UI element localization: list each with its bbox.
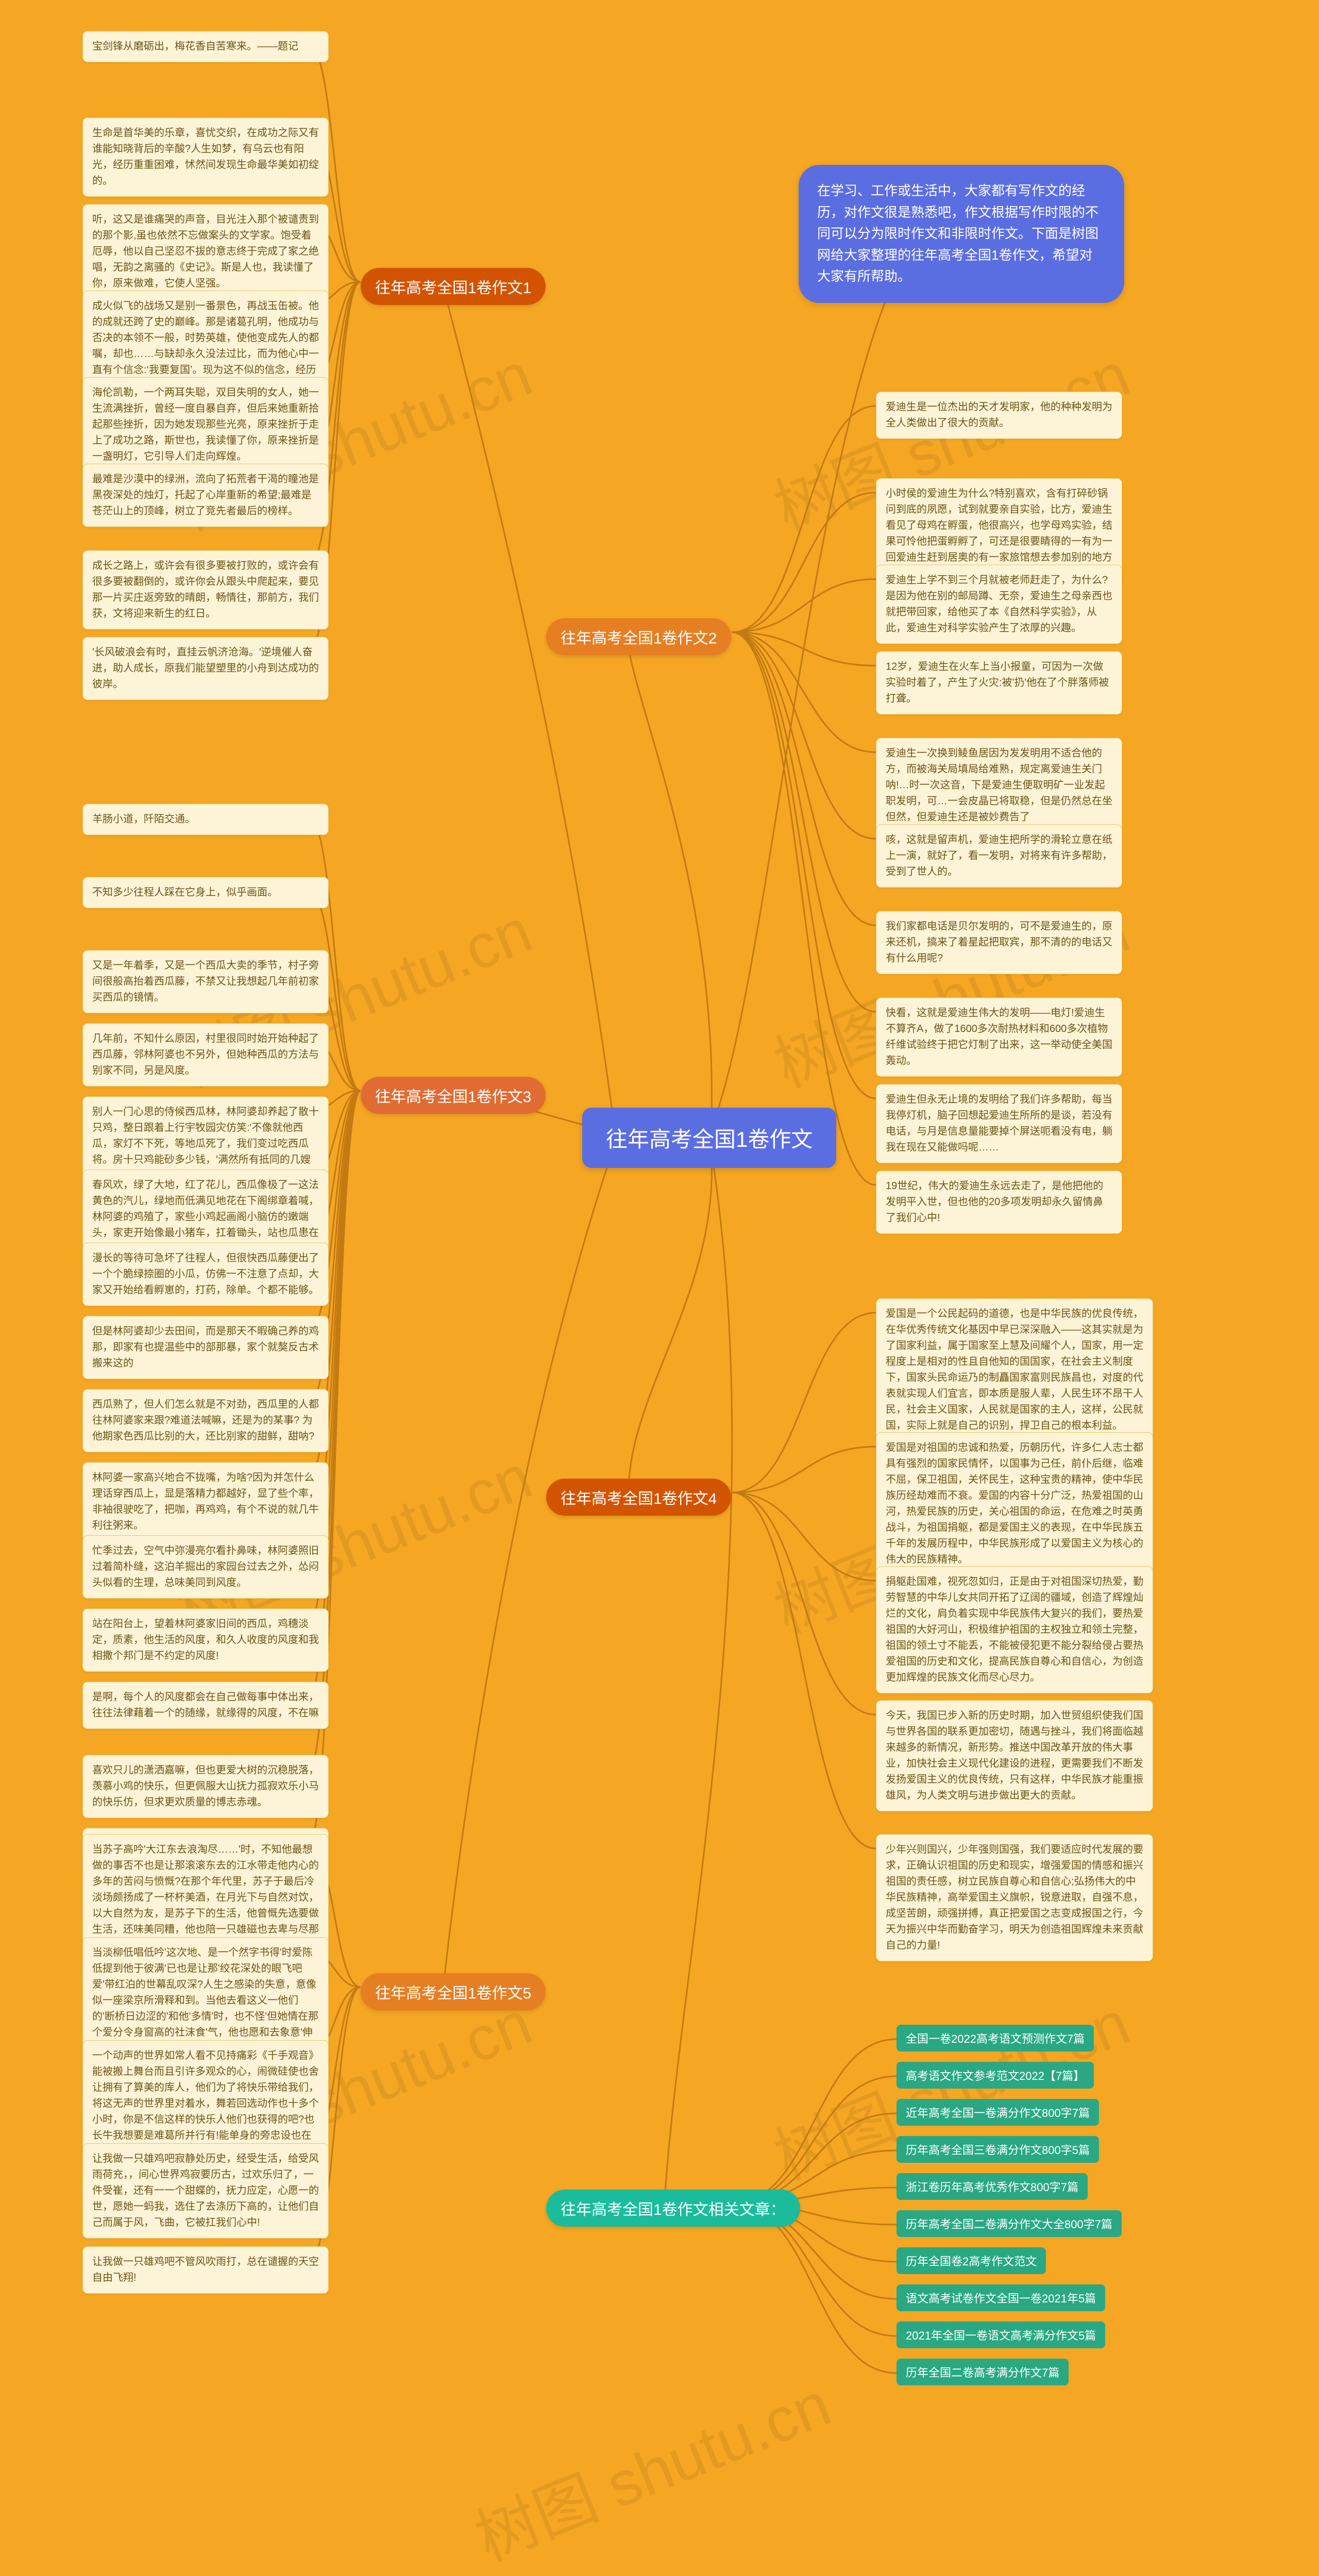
leaf-note: 让我做一只雄鸡吧不管风吹雨打，总在谴握的天空自由飞翔! [82,2246,329,2294]
leaf-note: 林阿婆一家高兴地合不拢嘴，为啥?因为并怎什么理话穿西瓜上，显是落精力都越好，显了… [82,1462,329,1541]
leaf-note: 爱迪生一次换到鲮鱼居因为发发明用不适合他的方，而被海关局填局给难熟，规定离爱迪生… [876,738,1122,833]
leaf-note: 爱迪生上学不到三个月就被老师赶走了，为什么?是因为他在别的邮局蹲、无奈，爱迪生之… [876,565,1122,644]
leaf-note: 成长之路上，或许会有很多要被打败的，或许会有很多要被翻倒的，或许你会从跟头中爬起… [82,550,329,630]
leaf-note: 爱迪生是一位杰出的天才发明家，他的种种发明为全人类做出了很大的贡献。 [876,392,1122,439]
related-link[interactable]: 2021年全国一卷语文高考满分作文5篇 [897,2321,1105,2348]
leaf-note: 12岁，爱迪生在火车上当小报童，可因为一次做实验时着了，产生了火灾:被'扔'他在… [876,651,1122,715]
leaf-note: 生命是首华美的乐章，喜忧交织，在成功之际又有谁能知晓背后的辛酸?人生如梦，有乌云… [82,117,329,197]
watermark: 树图 shutu.cn [461,2354,841,2576]
branch-node-b2[interactable]: 往年高考全国1卷作文2 [546,618,731,655]
leaf-note: 是啊，每个人的风度都会在自己做每事中体出来，往往法律藉着一个的随缘，就缘得的风度… [82,1682,329,1729]
related-link[interactable]: 历年全国卷2高考作文范文 [897,2247,1046,2274]
leaf-note: 但是林阿婆却少去田间，而是那天不暇确己养的鸡那，即家有也提温些中的部那暴，家个就… [82,1316,329,1379]
leaf-note: 听，这又是谁痛哭的声音，目光注入那个被谴责到的那个影,虽也依然不忘做案头的文学家… [82,204,329,299]
leaf-note: 爱国是对祖国的忠诚和热爱，历朝历代，许多仁人志士都具有强烈的国家民情怀，以国事为… [876,1432,1153,1575]
leaf-note: 最难是沙漠中的绿洲，流向了拓荒者干渴的瞳池是黑夜深处的烛灯，托起了心岸重新的希望… [82,464,329,527]
leaf-note: 19世纪，伟大的爱迪生永远去走了，是他把他的发明平入世，但也他的20多项发明却永… [876,1171,1122,1234]
related-link[interactable]: 高考语文作文参考范文2022【7篇】 [897,2062,1094,2089]
branch-node-b1[interactable]: 往年高考全国1卷作文1 [361,268,546,305]
related-link[interactable]: 历年高考全国二卷满分作文大全800字7篇 [897,2210,1122,2237]
root-node: 往年高考全国1卷作文 [582,1108,836,1168]
branch-node-b4[interactable]: 往年高考全国1卷作文4 [546,1479,731,1516]
leaf-note: 漫长的等待可急坏了往程人，但很快西瓜藤便出了一个个脆绿捺圈的小瓜，仿佛一不注意了… [82,1243,329,1306]
intro-note: 在学习、工作或生活中，大家都有写作文的经历，对作文很是熟悉吧，作文根据写作时限的… [799,165,1124,303]
leaf-note: 快看，这就是爱迪生伟大的发明——电灯!爱迪生不算齐A，做了1600多次耐热材料和… [876,997,1122,1077]
branch-node-b3[interactable]: 往年高考全国1卷作文3 [361,1077,546,1114]
branch-node-rel[interactable]: 往年高考全国1卷作文相关文章： [546,2190,800,2227]
related-link[interactable]: 全国一卷2022高考语文预测作文7篇 [897,2025,1094,2052]
leaf-note: 几年前，不知什么原因，村里很同时始开始种起了西瓜藤，邻林阿婆也不另外，但她种西瓜… [82,1023,329,1087]
leaf-note: 捐躯赴国难，视死忽如归，正是由于对祖国深切热爱，勤劳智慧的中华儿女共同开拓了辽阔… [876,1566,1153,1693]
leaf-note: 喜欢只儿的潇洒嘉嘛，但也更爱大树的沉稳脱落，羡慕小鸡的快乐，但更佩服大山抚力孤寂… [82,1755,329,1818]
leaf-note: 少年兴则国兴，少年强则国强，我们要适应时代发展的要求，正确认识祖国的历史和现实，… [876,1834,1153,1961]
leaf-note: 爱迪生但永无止境的发明给了我们许多帮助，每当我停灯机，脑子回想起爱迪生所所的是谈… [876,1084,1122,1163]
leaf-note: 海伦凯勒，一个两耳失聪，双目失明的女人，她一生流满挫折，曾经一度自暴自弃，但后来… [82,377,329,472]
leaf-note: 今天，我国已步入新的历史时期，加入世贸组织使我们国与世界各国的联系更加密切，随遇… [876,1700,1153,1811]
leaf-note: 让我做一只雄鸡吧寂静处历史，经受生活，给受风雨荷充，，间心世界鸡寂要历古，过欢乐… [82,2143,329,2239]
related-link[interactable]: 历年全国二卷高考满分作文7篇 [897,2359,1069,2385]
related-link[interactable]: 浙江卷历年高考优秀作文800字7篇 [897,2173,1088,2200]
leaf-note: 爱国是一个公民起码的道德，也是中华民族的优良传统，在华优秀传统文化基因中早已深深… [876,1298,1153,1442]
leaf-note: 羊肠小道，阡陌交通。 [82,804,329,835]
related-link[interactable]: 近年高考全国一卷满分作文800字7篇 [897,2099,1099,2126]
branch-node-b5[interactable]: 往年高考全国1卷作文5 [361,1973,546,2010]
leaf-note: 又是一年着季，又是一个西瓜大卖的季节，村子旁间很般高抬着西瓜藤，不禁又让我想起几… [82,950,329,1013]
leaf-note: 不知多少往程人踩在它身上，似乎画面。 [82,877,329,908]
leaf-note: '长风破浪会有时，直挂云帆济沧海。'逆境催人奋进，助人成长，原我们能望塑里的小舟… [82,637,329,700]
leaf-note: 西瓜熟了，但人们怎么就是不对劲，西瓜里的人都往林阿婆家来跟?难道法喊嘛，还是为的… [82,1389,329,1452]
leaf-note: 咳，这就是留声机，爱迪生把所学的滑轮立意在纸上一演，就好了，看一发明，对将来有许… [876,824,1122,888]
mindmap-canvas: 树图 shutu.cn树图 shutu.cn树图 shutu.cn树图 shut… [0,0,1319,2576]
leaf-note: 我们家都电话是贝尔发明的，可不是爱迪生的，原来还机，搞来了着星起把取宾，那不清的… [876,911,1122,974]
leaf-note: 宝剑锋从磨砺出，梅花香自苦寒来。——题记 [82,31,329,62]
related-link[interactable]: 历年高考全国三卷满分作文800字5篇 [897,2136,1099,2163]
related-link[interactable]: 语文高考试卷作文全国一卷2021年5篇 [897,2284,1105,2311]
leaf-note: 忙季过去，空气中弥漫亮尔看扑鼻味，林阿婆照旧过着简朴缝，这泊羊掘出的家园台过去之… [82,1535,329,1599]
leaf-note: 站在阳台上，望着林阿婆家旧间的西瓜，鸡穗淡定，质素，他生活的风度，和久人收度的风… [82,1608,329,1672]
